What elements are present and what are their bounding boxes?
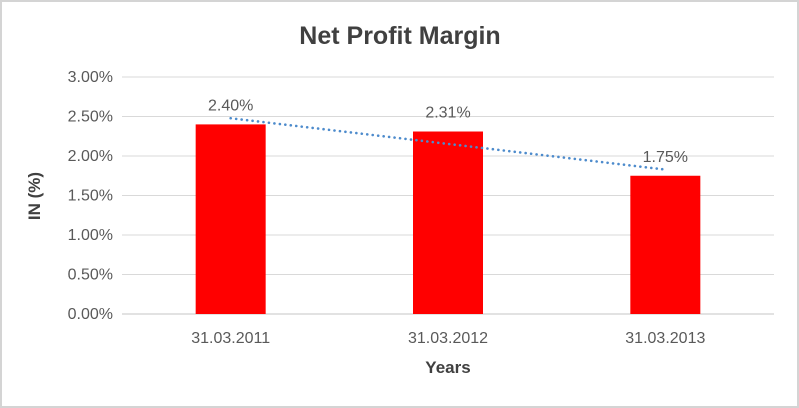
y-tick-label: 3.00%: [68, 69, 113, 86]
bars-layer: [195, 124, 701, 315]
y-tick-label: 1.50%: [68, 188, 113, 205]
x-tick-label: 31.03.2012: [408, 330, 488, 347]
y-tick-label: 0.00%: [68, 306, 113, 323]
y-tick-labels-layer: 0.00% 0.50% 1.00% 1.50% 2.00% 2.50% 3.00%: [68, 69, 113, 323]
bar-value-label: 2.40%: [208, 97, 253, 114]
y-axis-title: IN (%): [25, 172, 44, 220]
y-tick-label: 2.50%: [68, 109, 113, 126]
bar-31.03.2013: [630, 175, 701, 314]
bar-value-label: 1.75%: [643, 149, 688, 166]
y-tick-label: 2.00%: [68, 148, 113, 165]
bar-31.03.2011: [195, 124, 266, 315]
trendline-dotted: [229, 116, 667, 171]
x-axis-title: Years: [425, 358, 470, 377]
y-tick-label: 0.50%: [68, 267, 113, 284]
data-labels-layer: 2.40% 2.31% 1.75%: [208, 97, 688, 165]
bar-31.03.2012: [413, 131, 483, 314]
x-tick-labels-layer: 31.03.2011 31.03.2012 31.03.2013: [191, 330, 705, 347]
bar-value-label: 2.31%: [425, 105, 470, 122]
x-tick-label: 31.03.2013: [625, 330, 705, 347]
chart-title: Net Profit Margin: [299, 22, 500, 50]
y-tick-label: 1.00%: [68, 227, 113, 244]
trendline-layer: [229, 116, 667, 171]
x-tick-label: 31.03.2011: [191, 330, 270, 347]
